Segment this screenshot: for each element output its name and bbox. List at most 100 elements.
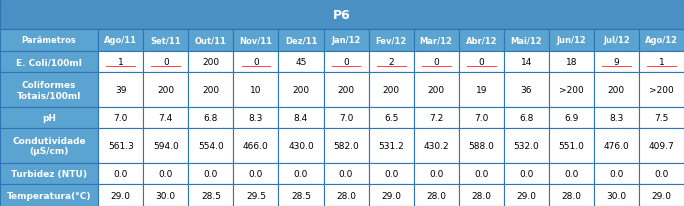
Bar <box>549 30 594 52</box>
Bar <box>503 52 549 73</box>
Text: 28.0: 28.0 <box>471 191 491 200</box>
Text: 9: 9 <box>614 58 619 67</box>
Bar <box>188 30 233 52</box>
Bar <box>188 163 233 185</box>
Bar <box>639 73 684 107</box>
Text: pH: pH <box>42 114 56 123</box>
Text: >200: >200 <box>649 86 674 95</box>
Bar <box>278 73 324 107</box>
Text: 29.0: 29.0 <box>651 191 672 200</box>
Text: 0.0: 0.0 <box>519 169 534 178</box>
Bar <box>188 52 233 73</box>
Bar <box>459 73 503 107</box>
Text: 7.0: 7.0 <box>114 114 128 123</box>
Text: 1: 1 <box>118 58 124 67</box>
Text: 200: 200 <box>202 58 220 67</box>
Bar <box>324 163 369 185</box>
Text: 0.0: 0.0 <box>429 169 443 178</box>
Text: Jan/12: Jan/12 <box>331 36 360 45</box>
Text: 7.5: 7.5 <box>655 114 669 123</box>
Text: 6.8: 6.8 <box>519 114 534 123</box>
Text: 0: 0 <box>163 58 169 67</box>
Text: 0.0: 0.0 <box>204 169 218 178</box>
Text: 36: 36 <box>521 86 532 95</box>
Text: Parâmetros: Parâmetros <box>22 36 77 45</box>
Text: 8.4: 8.4 <box>294 114 308 123</box>
Text: 7.0: 7.0 <box>339 114 353 123</box>
Bar <box>459 30 503 52</box>
Text: 0: 0 <box>478 58 484 67</box>
Bar <box>414 163 459 185</box>
Text: 28.0: 28.0 <box>336 191 356 200</box>
Bar <box>278 185 324 206</box>
Bar <box>369 129 414 163</box>
Bar <box>369 163 414 185</box>
Bar <box>549 73 594 107</box>
Bar <box>459 129 503 163</box>
Text: Dez/11: Dez/11 <box>285 36 317 45</box>
Text: 7.2: 7.2 <box>429 114 443 123</box>
Text: 30.0: 30.0 <box>156 191 176 200</box>
Bar <box>639 163 684 185</box>
Text: 200: 200 <box>157 86 174 95</box>
Bar <box>0 52 98 73</box>
Text: 18: 18 <box>566 58 577 67</box>
Text: 0.0: 0.0 <box>474 169 488 178</box>
Bar <box>414 107 459 129</box>
Text: 29.5: 29.5 <box>246 191 266 200</box>
Bar <box>188 107 233 129</box>
Bar <box>414 129 459 163</box>
Bar <box>594 52 639 73</box>
Text: 30.0: 30.0 <box>606 191 627 200</box>
Text: Condutividade
(μS/cm): Condutividade (μS/cm) <box>12 136 86 156</box>
Bar <box>503 107 549 129</box>
Bar <box>98 107 143 129</box>
Text: 0: 0 <box>343 58 349 67</box>
Text: 466.0: 466.0 <box>243 142 269 150</box>
Bar <box>98 30 143 52</box>
Text: >200: >200 <box>559 86 583 95</box>
Text: 430.0: 430.0 <box>288 142 314 150</box>
Bar <box>0 0 684 30</box>
Text: 45: 45 <box>295 58 306 67</box>
Bar <box>188 73 233 107</box>
Bar <box>278 163 324 185</box>
Bar <box>369 73 414 107</box>
Bar <box>459 185 503 206</box>
Bar <box>639 30 684 52</box>
Text: 200: 200 <box>202 86 220 95</box>
Text: 39: 39 <box>115 86 127 95</box>
Text: 6.9: 6.9 <box>564 114 579 123</box>
Bar <box>503 129 549 163</box>
Bar <box>278 30 324 52</box>
Bar <box>324 185 369 206</box>
Text: 0.0: 0.0 <box>339 169 353 178</box>
Bar <box>503 30 549 52</box>
Text: 29.0: 29.0 <box>111 191 131 200</box>
Bar <box>639 129 684 163</box>
Bar <box>324 73 369 107</box>
Bar <box>459 52 503 73</box>
Bar <box>369 30 414 52</box>
Bar <box>594 107 639 129</box>
Text: 10: 10 <box>250 86 262 95</box>
Bar <box>143 107 188 129</box>
Text: 28.0: 28.0 <box>426 191 446 200</box>
Text: E. Coli/100ml: E. Coli/100ml <box>16 58 82 67</box>
Text: Out/11: Out/11 <box>195 36 227 45</box>
Bar <box>549 185 594 206</box>
Text: Set/11: Set/11 <box>150 36 181 45</box>
Bar <box>549 163 594 185</box>
Text: 29.0: 29.0 <box>381 191 401 200</box>
Bar <box>188 129 233 163</box>
Bar <box>369 52 414 73</box>
Text: 0: 0 <box>433 58 439 67</box>
Bar <box>143 163 188 185</box>
Bar <box>98 185 143 206</box>
Text: 6.8: 6.8 <box>204 114 218 123</box>
Bar <box>143 52 188 73</box>
Bar <box>594 129 639 163</box>
Text: 594.0: 594.0 <box>153 142 179 150</box>
Text: 200: 200 <box>293 86 310 95</box>
Bar <box>233 129 278 163</box>
